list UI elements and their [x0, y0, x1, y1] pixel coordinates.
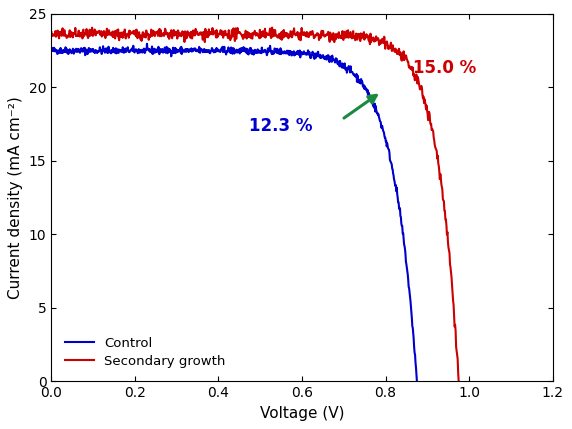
Text: 15.0 %: 15.0 %	[413, 59, 476, 77]
Secondary growth	[296, 37, 303, 42]
Control	[325, 58, 332, 63]
Control	[271, 50, 277, 55]
X-axis label: Voltage (V): Voltage (V)	[260, 406, 344, 421]
Line: Control: Control	[51, 44, 417, 381]
Secondary growth	[358, 31, 364, 36]
Text: 12.3 %: 12.3 %	[249, 118, 313, 136]
Legend: Control, Secondary growth: Control, Secondary growth	[58, 330, 232, 375]
Control	[363, 87, 370, 92]
Line: Secondary growth: Secondary growth	[51, 27, 459, 381]
Y-axis label: Current density (mA cm⁻²): Current density (mA cm⁻²)	[9, 96, 23, 299]
Secondary growth	[399, 51, 406, 56]
Secondary growth	[269, 25, 276, 30]
Control	[414, 379, 420, 384]
Control	[281, 49, 288, 54]
Secondary growth	[73, 33, 80, 38]
Secondary growth	[308, 32, 315, 37]
Secondary growth	[455, 379, 462, 384]
Control	[144, 41, 150, 46]
Secondary growth	[285, 36, 292, 41]
Secondary growth	[48, 29, 55, 34]
Control	[261, 49, 268, 54]
Control	[48, 47, 55, 52]
Control	[70, 51, 77, 56]
